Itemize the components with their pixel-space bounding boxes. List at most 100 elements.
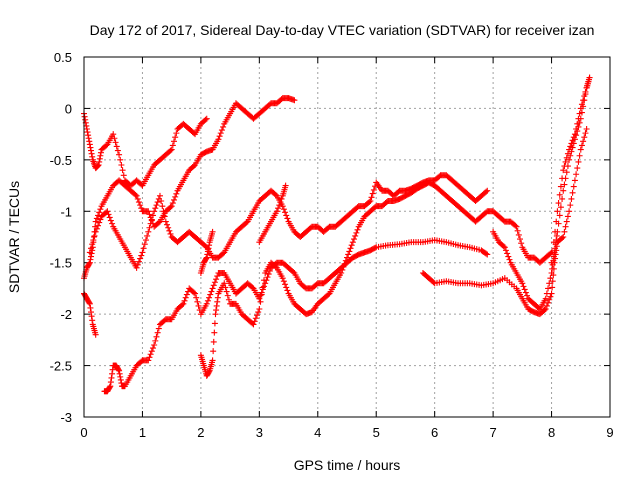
data-point bbox=[250, 321, 257, 328]
data-point bbox=[543, 290, 550, 297]
data-point bbox=[573, 171, 580, 178]
data-point bbox=[87, 304, 94, 311]
series-s5 bbox=[197, 179, 555, 379]
data-point bbox=[283, 212, 290, 219]
data-point bbox=[543, 302, 550, 309]
data-point bbox=[282, 281, 289, 288]
data-point bbox=[148, 348, 155, 355]
data-point bbox=[203, 300, 210, 307]
data-point bbox=[96, 155, 103, 162]
y-tick-label: -2.5 bbox=[50, 359, 72, 374]
data-point bbox=[192, 290, 199, 297]
data-point bbox=[547, 293, 554, 300]
data-point bbox=[262, 280, 269, 287]
data-point bbox=[135, 199, 142, 206]
data-point bbox=[512, 222, 519, 229]
data-point bbox=[148, 216, 155, 223]
data-point bbox=[117, 376, 124, 383]
data-point bbox=[85, 132, 92, 139]
series-s9 bbox=[548, 74, 593, 266]
data-point bbox=[279, 275, 286, 282]
x-tick-label: 9 bbox=[606, 425, 613, 440]
data-point bbox=[103, 142, 110, 149]
data-point bbox=[93, 225, 100, 232]
data-point bbox=[140, 245, 147, 252]
data-point bbox=[257, 292, 264, 299]
data-point bbox=[180, 300, 187, 307]
series-s8 bbox=[490, 74, 593, 312]
data-point bbox=[206, 368, 213, 375]
data-point bbox=[87, 144, 94, 151]
data-point bbox=[205, 245, 212, 252]
data-point bbox=[570, 134, 577, 141]
data-point bbox=[220, 250, 227, 257]
data-point bbox=[566, 208, 573, 215]
data-point bbox=[258, 291, 265, 298]
data-point bbox=[92, 331, 99, 338]
data-point bbox=[564, 150, 571, 157]
data-point bbox=[223, 288, 230, 295]
data-point bbox=[169, 142, 176, 149]
data-point bbox=[138, 252, 145, 259]
data-point bbox=[518, 240, 525, 247]
data-point bbox=[253, 312, 260, 319]
data-point bbox=[116, 367, 123, 374]
data-point bbox=[133, 192, 140, 199]
data-point bbox=[138, 205, 145, 212]
data-point bbox=[548, 259, 555, 266]
data-point bbox=[562, 223, 569, 230]
x-tick-label: 8 bbox=[548, 425, 555, 440]
data-point bbox=[559, 235, 566, 242]
series-s7 bbox=[81, 290, 99, 338]
data-point bbox=[134, 261, 141, 268]
data-point bbox=[224, 292, 231, 299]
data-point bbox=[265, 271, 272, 278]
data-point bbox=[212, 311, 219, 318]
data-point bbox=[104, 208, 111, 215]
data-point bbox=[171, 138, 178, 145]
data-point bbox=[117, 373, 124, 380]
data-point bbox=[206, 294, 213, 301]
data-point bbox=[97, 149, 104, 156]
data-point bbox=[257, 298, 264, 305]
data-point bbox=[214, 294, 221, 301]
data-point bbox=[210, 282, 217, 289]
x-tick-label: 3 bbox=[256, 425, 263, 440]
series-s3 bbox=[86, 172, 491, 271]
data-point bbox=[582, 130, 589, 137]
data-point bbox=[557, 204, 564, 211]
data-point bbox=[151, 208, 158, 215]
data-point bbox=[583, 126, 590, 132]
data-point bbox=[88, 313, 95, 320]
data-point bbox=[167, 230, 174, 237]
data-point bbox=[145, 208, 152, 215]
data-point bbox=[214, 298, 221, 305]
data-point bbox=[108, 374, 115, 381]
data-point bbox=[155, 325, 162, 332]
data-point bbox=[152, 205, 159, 212]
data-point bbox=[259, 284, 266, 291]
data-point bbox=[347, 245, 354, 252]
data-point bbox=[568, 140, 575, 147]
data-point bbox=[166, 227, 173, 234]
data-point bbox=[160, 208, 167, 215]
data-point bbox=[82, 116, 89, 123]
data-point bbox=[195, 302, 202, 309]
data-point bbox=[505, 253, 512, 260]
data-point bbox=[202, 116, 209, 123]
data-point bbox=[559, 195, 566, 202]
data-point bbox=[430, 279, 437, 286]
data-point bbox=[109, 366, 116, 373]
data-point bbox=[256, 306, 263, 312]
data-point bbox=[524, 292, 531, 299]
data-point bbox=[369, 190, 376, 197]
data-point bbox=[168, 146, 175, 153]
data-point bbox=[213, 276, 220, 283]
data-point bbox=[225, 296, 232, 303]
y-tick-label: -3 bbox=[60, 410, 72, 425]
data-point bbox=[190, 289, 197, 296]
data-point bbox=[276, 202, 283, 209]
data-point bbox=[145, 357, 152, 364]
data-point bbox=[549, 278, 556, 285]
data-point bbox=[221, 280, 228, 287]
